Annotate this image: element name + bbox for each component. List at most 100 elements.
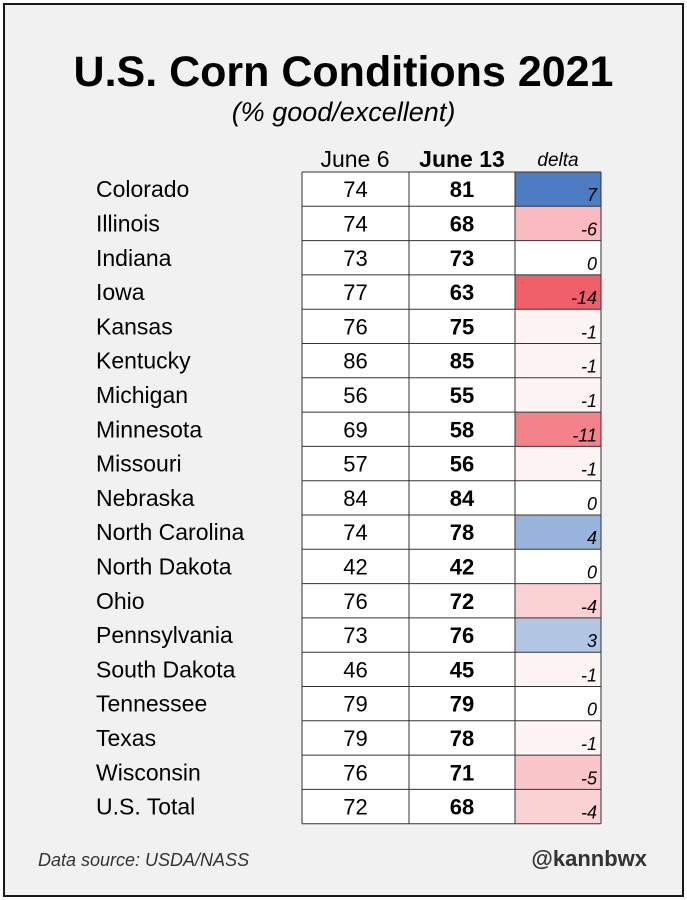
delta-cell — [515, 583, 601, 618]
row-label: Wisconsin — [96, 759, 201, 785]
delta-cell — [515, 755, 601, 790]
delta-value: -4 — [581, 597, 597, 617]
june6-value: 86 — [343, 349, 367, 374]
june13-value: 56 — [450, 452, 474, 477]
june6-value: 74 — [343, 520, 367, 545]
delta-value: 0 — [587, 562, 597, 582]
june6-value: 42 — [343, 554, 367, 579]
june6-value: 76 — [343, 589, 367, 614]
june6-value: 57 — [343, 452, 367, 477]
june13-value: 85 — [450, 349, 474, 374]
row-label: Illinois — [96, 210, 160, 236]
delta-value: -5 — [581, 768, 598, 788]
delta-value: -11 — [572, 425, 597, 445]
row-label: Tennessee — [96, 691, 207, 717]
june6-value: 72 — [343, 795, 367, 820]
delta-cell — [515, 652, 601, 687]
row-label: Minnesota — [96, 416, 202, 442]
june6-value: 73 — [343, 246, 367, 271]
delta-cell — [515, 240, 601, 275]
data-source: Data source: USDA/NASS — [38, 850, 250, 870]
june13-value: 73 — [450, 246, 474, 271]
delta-cell — [515, 412, 601, 447]
june13-value: 76 — [450, 623, 474, 648]
june6-value: 76 — [343, 314, 367, 339]
author-handle: @kannbwx — [531, 846, 647, 871]
june6-value: 73 — [343, 623, 367, 648]
delta-value: 3 — [587, 631, 597, 651]
june6-value: 77 — [343, 280, 367, 305]
june6-value: 69 — [343, 417, 367, 442]
row-label: Kentucky — [96, 348, 191, 374]
delta-value: -1 — [581, 391, 597, 411]
row-label: Indiana — [96, 245, 172, 271]
june13-value: 55 — [450, 383, 474, 408]
row-label: Texas — [96, 725, 156, 751]
june13-value: 45 — [450, 657, 474, 682]
june13-value: 63 — [450, 280, 474, 305]
delta-value: 4 — [587, 528, 597, 548]
delta-cell — [515, 480, 601, 515]
row-label: Missouri — [96, 451, 182, 477]
june13-value: 68 — [450, 795, 474, 820]
delta-cell — [515, 515, 601, 550]
delta-value: 7 — [587, 185, 598, 205]
chart-title: U.S. Corn Conditions 2021 — [73, 48, 614, 96]
june6-value: 46 — [343, 657, 367, 682]
delta-cell — [515, 686, 601, 721]
delta-cell — [515, 446, 601, 481]
delta-value: 0 — [587, 254, 597, 274]
june6-value: 76 — [343, 760, 367, 785]
june13-value: 68 — [450, 211, 474, 236]
june6-value: 74 — [343, 211, 367, 236]
june6-value: 79 — [343, 692, 367, 717]
column-header-june6: June 6 — [320, 146, 390, 172]
delta-cell — [515, 720, 601, 756]
row-label: South Dakota — [96, 656, 236, 682]
delta-value: -6 — [581, 219, 598, 239]
row-label: Colorado — [96, 176, 189, 202]
delta-value: -1 — [581, 460, 597, 480]
delta-value: -1 — [581, 357, 597, 377]
june13-value: 78 — [450, 520, 474, 545]
delta-cell — [515, 274, 601, 310]
june13-value: 84 — [450, 486, 475, 511]
chart-subtitle: (% good/excellent) — [231, 97, 456, 127]
june13-value: 75 — [450, 314, 474, 339]
column-header-delta: delta — [537, 150, 579, 171]
june6-value: 79 — [343, 726, 367, 751]
june6-value: 56 — [343, 383, 367, 408]
june13-value: 42 — [450, 554, 474, 579]
june13-value: 81 — [450, 177, 474, 202]
row-label: Ohio — [96, 588, 145, 614]
june13-value: 58 — [450, 417, 474, 442]
delta-value: 0 — [587, 700, 597, 720]
row-label: Kansas — [96, 313, 173, 339]
row-label: North Dakota — [96, 553, 232, 579]
row-label: North Carolina — [96, 519, 244, 545]
delta-cell — [515, 172, 601, 207]
delta-cell — [515, 206, 601, 241]
row-label: Pennsylvania — [96, 622, 233, 648]
row-label: Michigan — [96, 382, 188, 408]
delta-cell — [515, 549, 601, 584]
june13-value: 71 — [450, 760, 474, 785]
delta-cell — [515, 377, 601, 413]
june13-value: 78 — [450, 726, 474, 751]
column-header-june13: June 13 — [419, 146, 505, 172]
june13-value: 72 — [450, 589, 474, 614]
delta-value: -1 — [581, 665, 597, 685]
delta-value: -4 — [581, 803, 597, 823]
delta-cell — [515, 789, 601, 824]
delta-value: -1 — [581, 734, 597, 754]
delta-cell — [515, 617, 601, 653]
june13-value: 79 — [450, 692, 474, 717]
delta-value: 0 — [587, 494, 597, 514]
row-label: Nebraska — [96, 485, 195, 511]
delta-value: -14 — [571, 288, 597, 308]
delta-cell — [515, 343, 601, 378]
row-label: Iowa — [96, 279, 145, 305]
june6-value: 84 — [343, 486, 367, 511]
june6-value: 74 — [343, 177, 367, 202]
